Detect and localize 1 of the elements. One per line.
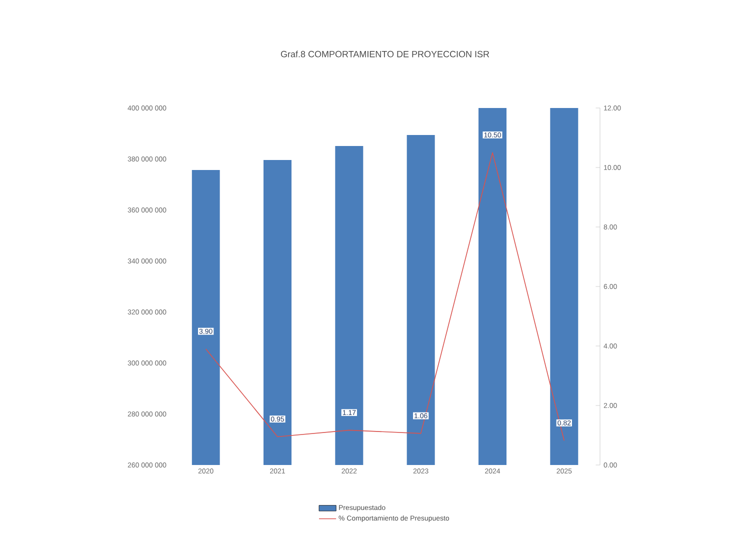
chart-title: Graf.8 COMPORTAMIENTO DE PROYECCION ISR xyxy=(280,50,490,58)
